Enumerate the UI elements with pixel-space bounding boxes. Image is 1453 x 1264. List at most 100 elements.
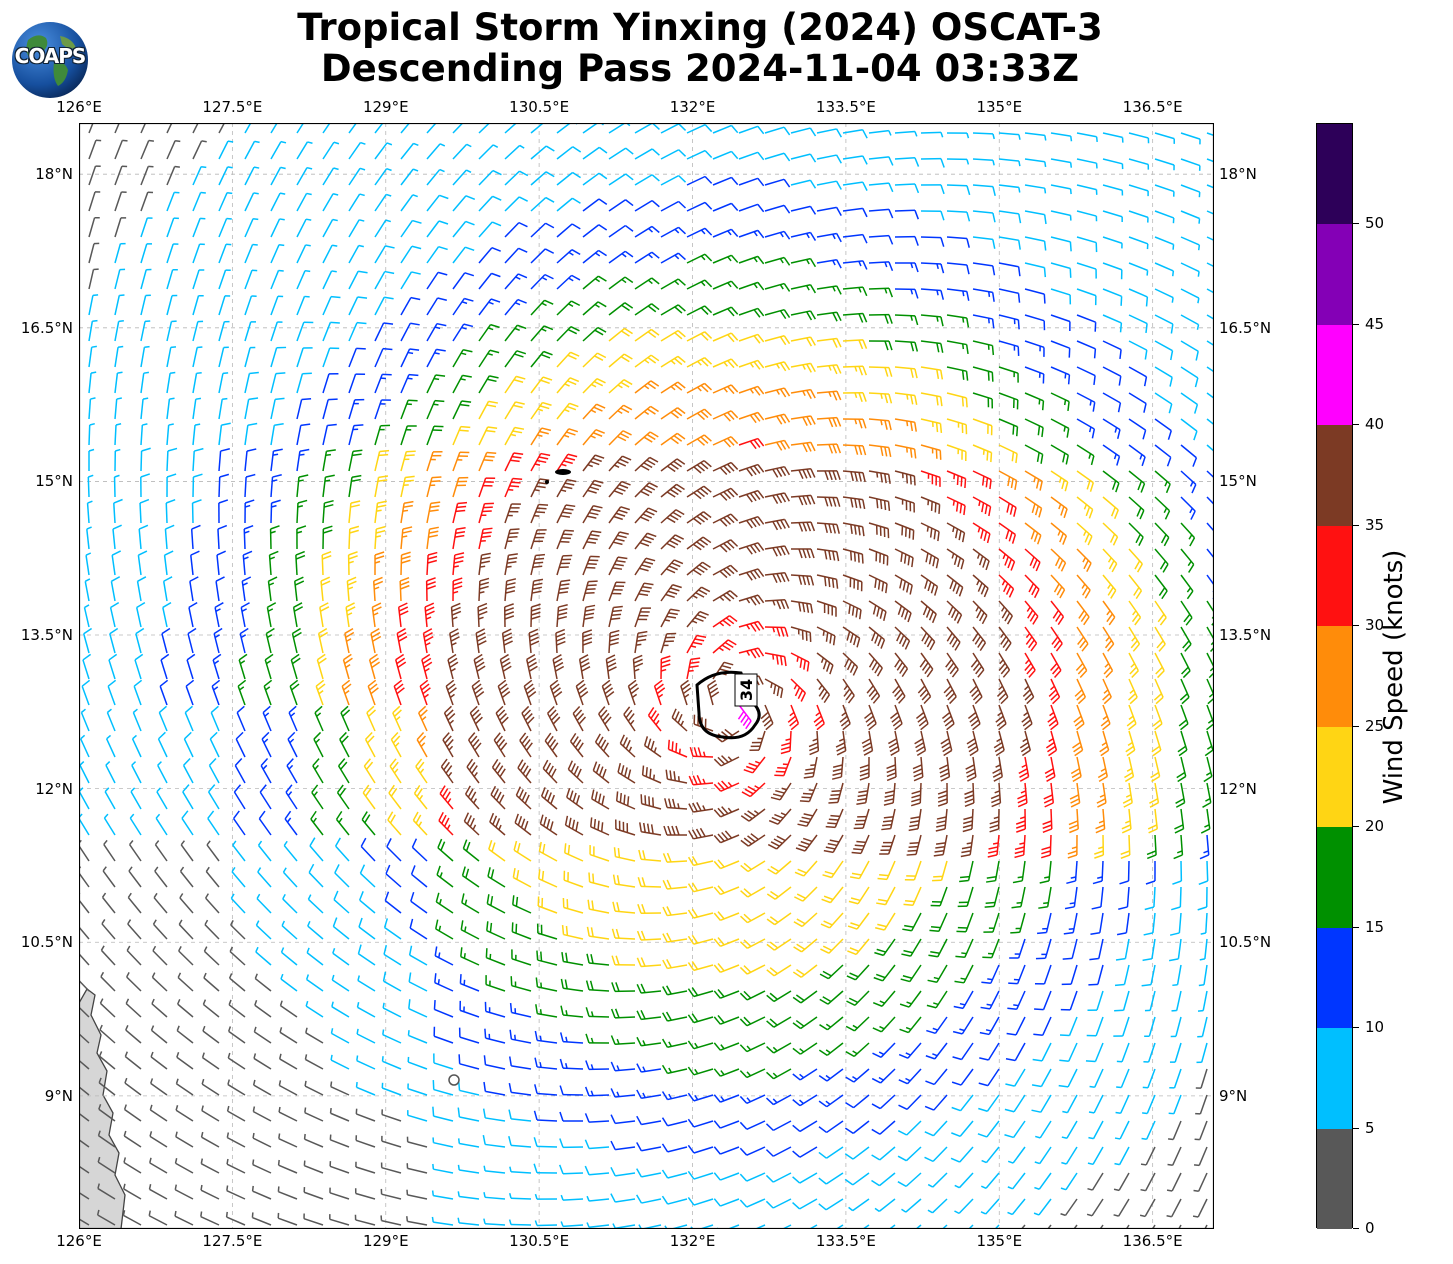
wind-barb <box>504 578 517 602</box>
wind-barb <box>357 975 376 992</box>
wind-barb <box>1024 522 1042 545</box>
wind-barb <box>1102 262 1123 280</box>
wind-barb <box>989 808 1000 833</box>
wind-barb <box>556 123 578 134</box>
wind-barb <box>244 166 260 186</box>
wind-barb <box>1010 912 1026 934</box>
wind-barb <box>333 890 350 914</box>
wind-barb <box>360 837 376 862</box>
wind-barb <box>998 288 1021 303</box>
wind-barb <box>400 373 419 394</box>
wind-barb <box>686 634 707 654</box>
wind-barb <box>766 912 792 926</box>
colorbar-segment <box>1317 927 1352 1029</box>
wind-barb <box>1043 782 1055 808</box>
wind-barb <box>917 678 932 705</box>
wind-barb <box>559 1058 584 1070</box>
wind-barb <box>790 336 816 347</box>
wind-barb <box>1151 730 1162 757</box>
wind-barb <box>84 578 91 602</box>
wind-barb <box>270 346 287 368</box>
wind-barb <box>1102 210 1123 222</box>
wind-barb <box>478 221 502 238</box>
wind-barb <box>244 346 256 368</box>
wind-barb <box>608 480 631 498</box>
wind-barb <box>766 938 792 951</box>
wind-barb <box>244 140 260 160</box>
wind-barb <box>243 524 254 550</box>
wind-barb <box>296 321 314 342</box>
wind-barb <box>946 418 968 435</box>
wind-barb <box>766 886 792 900</box>
wind-barb <box>159 679 169 706</box>
wind-barb <box>442 732 454 758</box>
wind-barb <box>1039 860 1052 884</box>
wind-barb <box>1128 600 1142 626</box>
colorbar-tick-label: 0 <box>1365 1219 1375 1237</box>
wind-barb <box>192 123 203 134</box>
wind-barb <box>560 1221 584 1228</box>
wind-barb <box>303 1186 324 1200</box>
wind-barb <box>374 525 386 550</box>
wind-barb <box>990 782 1002 808</box>
wind-barb <box>296 347 313 368</box>
wind-barb <box>660 123 687 134</box>
wind-barb <box>992 756 1003 782</box>
wind-barb <box>177 999 194 1018</box>
islet-small <box>545 480 549 484</box>
wind-barb <box>868 444 892 458</box>
wind-barb <box>591 789 610 810</box>
wind-barb <box>1152 704 1163 731</box>
wind-barb <box>1180 132 1201 145</box>
wind-barb <box>270 123 282 134</box>
wind-barb <box>530 478 550 498</box>
wind-barb <box>322 347 340 368</box>
wind-barb <box>1206 652 1214 679</box>
wind-barb <box>871 1068 896 1084</box>
wind-barb <box>182 784 194 810</box>
wind-barb <box>1114 990 1130 1012</box>
wind-barb <box>355 1161 376 1174</box>
wind-barb <box>400 475 415 498</box>
wind-barb <box>356 1002 376 1018</box>
wind-barb <box>154 866 168 888</box>
wind-barb <box>902 912 922 932</box>
wind-barb <box>151 998 168 1018</box>
wind-barb <box>218 166 233 186</box>
wind-barb <box>336 784 350 810</box>
wind-barb <box>244 499 255 524</box>
wind-barb <box>832 756 844 780</box>
wind-barb <box>1037 912 1052 935</box>
wind-barb <box>452 169 472 186</box>
wind-barb <box>426 501 441 524</box>
globe-icon <box>12 22 88 98</box>
wind-barb <box>508 1219 532 1226</box>
wind-barb <box>307 920 324 940</box>
wind-barb <box>906 834 922 856</box>
wind-barb <box>1144 886 1156 911</box>
wind-barb <box>374 193 392 212</box>
wind-barb <box>212 653 222 680</box>
wind-barb <box>79 892 90 914</box>
wind-barb <box>270 166 286 186</box>
wind-barb <box>1193 1146 1208 1167</box>
wind-barb <box>218 123 230 134</box>
wind-barb <box>114 423 122 446</box>
wind-barb <box>871 1146 896 1161</box>
wind-barb <box>83 604 90 628</box>
wind-barb <box>484 1028 506 1044</box>
wind-barb <box>79 1002 90 1018</box>
wind-barb <box>946 444 967 462</box>
wind-barb <box>538 841 558 862</box>
wind-barb <box>261 731 272 758</box>
wind-barb <box>140 243 152 264</box>
axis-tick-label: 16.5°N <box>1219 318 1272 337</box>
wind-barb <box>109 601 120 628</box>
wind-barb <box>842 600 862 620</box>
wind-barb <box>818 1198 844 1211</box>
wind-barb <box>226 1132 246 1148</box>
wind-barb <box>424 602 435 628</box>
wind-barb <box>400 322 420 342</box>
wind-barb <box>738 307 765 318</box>
wind-barb <box>79 1108 90 1122</box>
